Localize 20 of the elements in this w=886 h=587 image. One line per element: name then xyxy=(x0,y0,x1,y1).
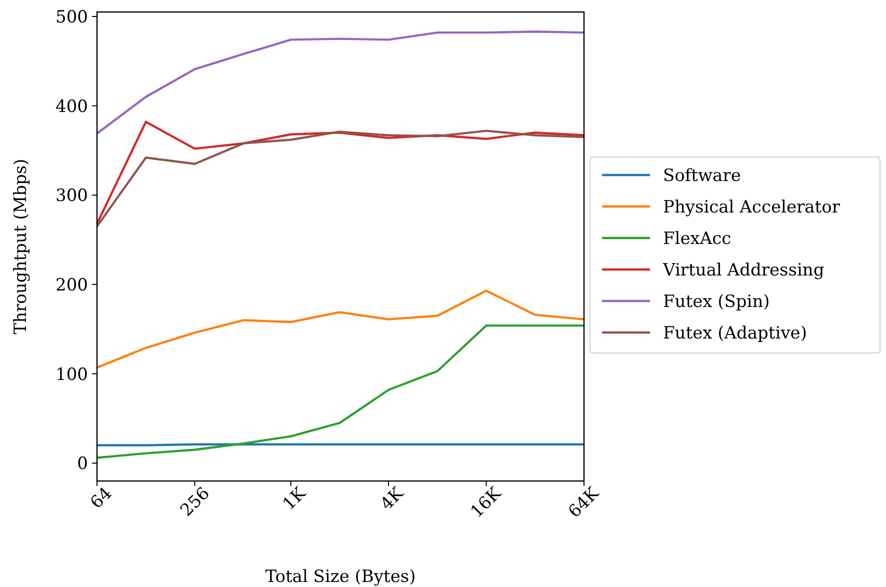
legend-label: Physical Accelerator xyxy=(663,197,841,218)
legend-label: Software xyxy=(663,166,741,186)
line-series xyxy=(96,324,586,459)
x-tick-label: 1K xyxy=(279,483,310,514)
legend-label: Futex (Adaptive) xyxy=(663,323,808,344)
legend-label: Virtual Addressing xyxy=(662,260,824,280)
line-series xyxy=(96,290,586,369)
x-tick-label: 64 xyxy=(86,484,116,514)
y-tick-label: 300 xyxy=(56,186,88,206)
y-tick-label: 0 xyxy=(77,454,88,474)
y-axis-title: Throughtput (Mbps) xyxy=(11,158,31,334)
x-axis-title: Total Size (Bytes) xyxy=(265,567,416,587)
y-tick-label: 200 xyxy=(56,275,88,296)
x-tick-label: 4K xyxy=(376,483,408,514)
y-tick-label: 500 xyxy=(56,7,88,28)
legend-label: Futex (Spin) xyxy=(663,292,770,312)
legend-label: FlexAcc xyxy=(663,228,732,249)
y-tick-label: 100 xyxy=(56,364,88,385)
line-series xyxy=(96,30,586,135)
y-tick-label: 400 xyxy=(56,96,88,117)
